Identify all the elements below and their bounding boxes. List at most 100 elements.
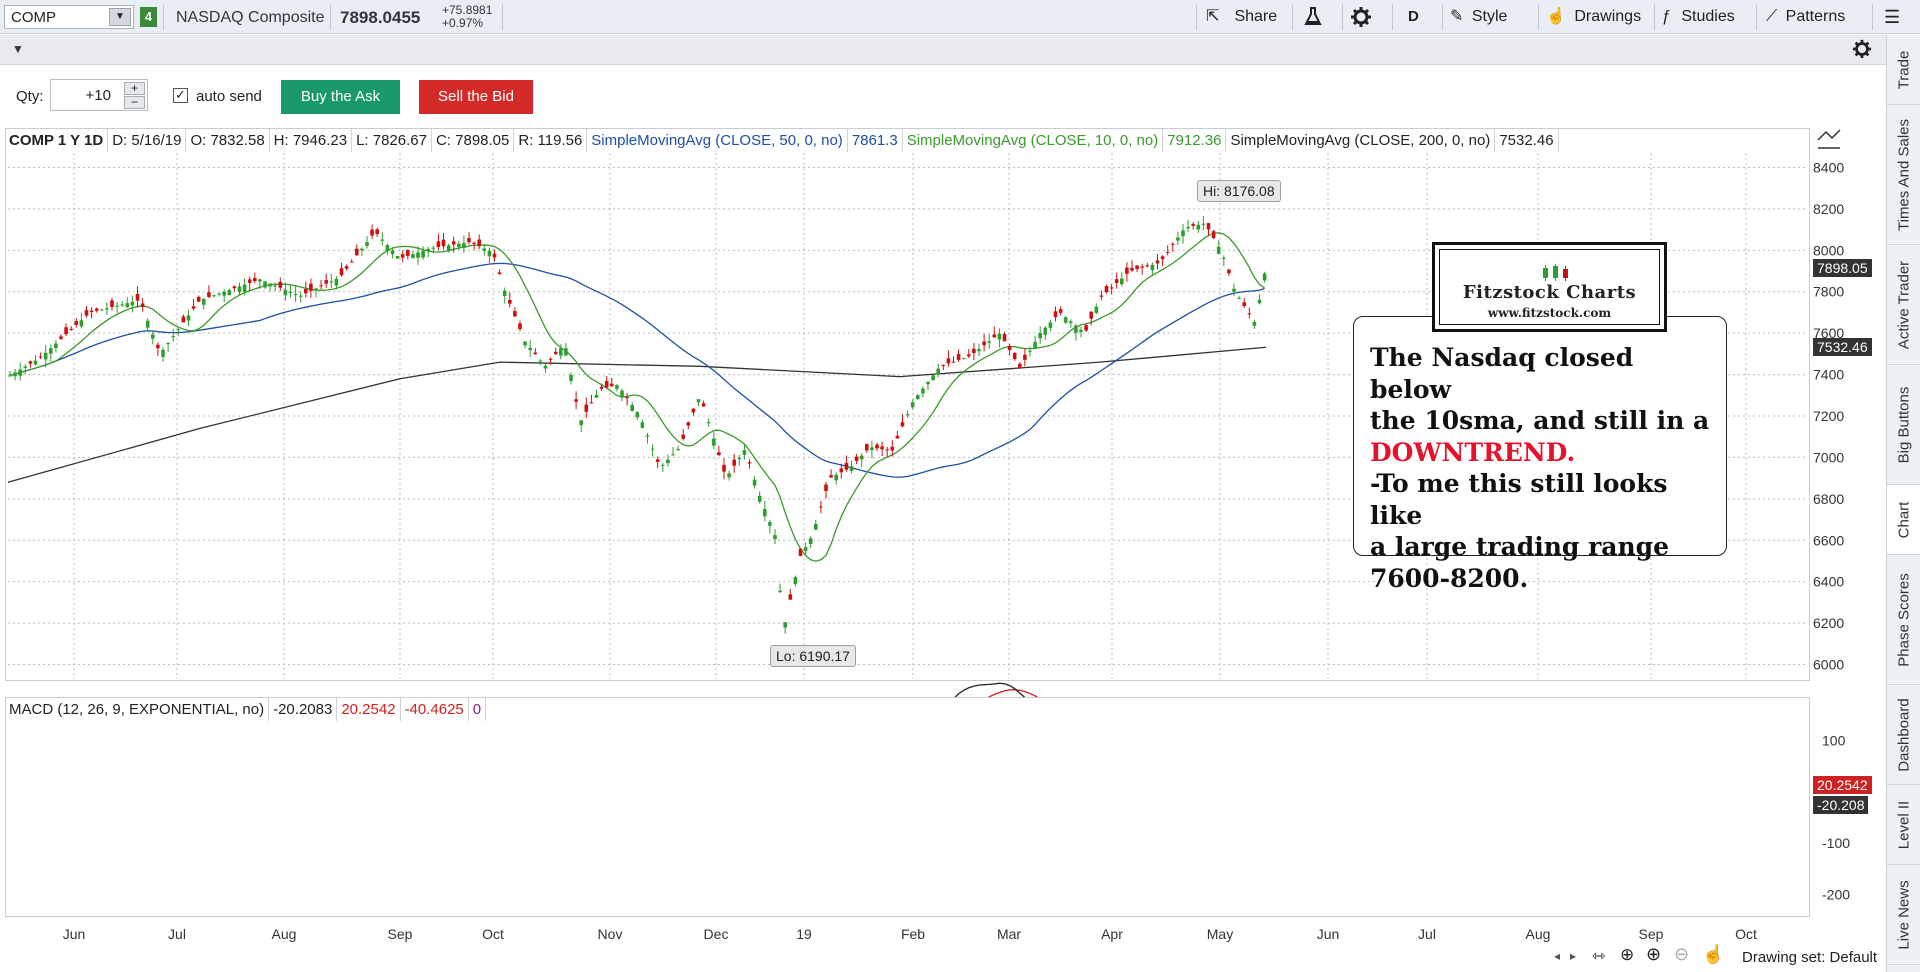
tab-live-news[interactable]: Live News xyxy=(1887,865,1920,965)
candle-body xyxy=(997,333,1002,340)
macd-diff: -40.4625 xyxy=(401,698,469,721)
candle-body xyxy=(916,395,920,399)
candle-body xyxy=(1053,311,1058,318)
chevron-down-icon[interactable]: ▼ xyxy=(109,8,131,26)
scroll-right-icon[interactable]: ▸ xyxy=(1570,949,1577,963)
candle-body xyxy=(191,306,196,309)
candle-body xyxy=(258,279,262,282)
auto-send-checkbox[interactable]: ✓ xyxy=(173,88,188,103)
qty-increment-button[interactable]: + xyxy=(124,82,145,95)
sma200-line xyxy=(7,346,1267,483)
candle-body xyxy=(1150,264,1155,271)
macd-tick-label: -200 xyxy=(1822,886,1850,902)
share-button[interactable]: ⇱ Share xyxy=(1206,4,1292,30)
candle-body xyxy=(69,328,73,330)
bottom-bar: ◂ ▸ ⇿ ⊕ ⊕ ⊖ ☝ Drawing set: Default xyxy=(0,942,1886,972)
divider xyxy=(1392,4,1393,30)
scroll-left-icon[interactable]: ◂ xyxy=(1554,949,1561,963)
drawings-button[interactable]: ☝ Drawings xyxy=(1546,4,1656,30)
candle-body xyxy=(309,283,313,291)
candle-body xyxy=(569,374,573,381)
candle-body xyxy=(1125,267,1129,274)
candle-body xyxy=(1165,251,1170,253)
patterns-button[interactable]: ⟋ Patterns xyxy=(1766,4,1870,30)
tab-phase-scores[interactable]: Phase Scores xyxy=(1887,555,1920,685)
pan-hand-icon[interactable]: ☝ xyxy=(1702,944,1725,964)
candle-body xyxy=(54,343,58,349)
annotation-box[interactable] xyxy=(1353,316,1727,556)
tab-big-buttons[interactable]: Big Buttons xyxy=(1887,365,1920,485)
divider xyxy=(1756,4,1757,30)
candle-body xyxy=(900,422,905,427)
candle-body xyxy=(115,305,119,307)
share-label: Share xyxy=(1234,8,1278,25)
month-label: Jul xyxy=(168,926,186,942)
candle-body xyxy=(625,397,629,399)
candle-body xyxy=(630,404,634,411)
zoom-out-icon[interactable]: ⊖ xyxy=(1674,944,1690,964)
tab-level-ii[interactable]: Level II xyxy=(1887,785,1920,865)
candle-body xyxy=(360,248,364,251)
candle-body xyxy=(594,394,599,398)
instrument-name: NASDAQ Composite xyxy=(176,9,325,26)
candle-body xyxy=(237,286,242,293)
zoom-in-icon[interactable]: ⊕ xyxy=(1646,944,1662,964)
candle-body xyxy=(441,239,446,247)
candle-body xyxy=(1140,266,1144,268)
candle-body xyxy=(151,334,155,339)
candle-body xyxy=(1135,265,1139,270)
candle-body xyxy=(819,506,823,508)
tab-trade[interactable]: Trade xyxy=(1887,35,1920,105)
drawing-set-label[interactable]: Drawing set: Default xyxy=(1742,949,1878,966)
price-tick-label: 6000 xyxy=(1813,657,1844,673)
macd-panel[interactable] xyxy=(5,697,1810,917)
link-group-badge[interactable]: 4 xyxy=(140,7,157,27)
candle-body xyxy=(1191,224,1195,226)
candle-body xyxy=(793,577,798,585)
candle-body xyxy=(589,402,594,404)
candle-body xyxy=(273,285,277,287)
chart-header: COMP 1 Y 1D D: 5/16/19 O: 7832.58 H: 7946.2… xyxy=(5,129,1559,153)
period-button[interactable]: D xyxy=(1408,8,1419,25)
candle-body xyxy=(783,622,787,628)
drawings-label: Drawings xyxy=(1574,8,1642,25)
candle-body xyxy=(1002,334,1007,342)
qty-decrement-button[interactable]: − xyxy=(124,96,145,109)
candle-body xyxy=(548,358,553,360)
macd-value: -20.2083 xyxy=(269,698,338,721)
studies-button[interactable]: ƒ Studies xyxy=(1662,4,1756,30)
tab-times-and-sales[interactable]: Times And Sales xyxy=(1887,105,1920,245)
tab-active-trader[interactable]: Active Trader xyxy=(1887,245,1920,365)
candle-body xyxy=(1130,267,1134,271)
flask-icon[interactable] xyxy=(1302,4,1332,30)
sma50-label: SimpleMovingAvg (CLOSE, 50, 0, no) xyxy=(587,129,848,152)
candle-body xyxy=(844,462,849,470)
candle-body xyxy=(222,291,226,296)
annotation-line: the 10sma, and still in a xyxy=(1370,406,1710,435)
buy-ask-button[interactable]: Buy the Ask xyxy=(281,80,400,114)
crosshair-icon[interactable]: ⊕ xyxy=(1620,945,1635,964)
sell-bid-button[interactable]: Sell the Bid xyxy=(419,80,533,114)
menu-icon[interactable]: ☰ xyxy=(1884,7,1901,27)
tab-chart[interactable]: Chart xyxy=(1887,485,1920,555)
candle-body xyxy=(467,237,471,243)
settings-gear-icon[interactable] xyxy=(1852,39,1872,63)
macd-tick-label: 100 xyxy=(1822,733,1846,749)
candle-body xyxy=(1181,230,1185,237)
style-button[interactable]: ✎ Style xyxy=(1450,4,1542,30)
candle-body xyxy=(722,464,726,472)
scale-icon[interactable]: ⇿ xyxy=(1592,948,1606,965)
month-label: Jun xyxy=(1317,926,1340,942)
price-tick-label: 7400 xyxy=(1813,367,1844,383)
candle-body xyxy=(253,277,257,282)
candle-body xyxy=(446,245,451,252)
candle-body xyxy=(1216,246,1221,254)
collapse-chevron-icon[interactable]: ▼ xyxy=(12,42,24,56)
candle-body xyxy=(171,336,175,338)
candle-body xyxy=(1063,317,1068,323)
gear-icon[interactable] xyxy=(1350,4,1380,30)
symbol-input[interactable]: COMP ▼ xyxy=(4,5,134,29)
tab-dashboard[interactable]: Dashboard xyxy=(1887,685,1920,785)
style-label: Style xyxy=(1471,8,1508,25)
candle-body xyxy=(671,454,675,456)
